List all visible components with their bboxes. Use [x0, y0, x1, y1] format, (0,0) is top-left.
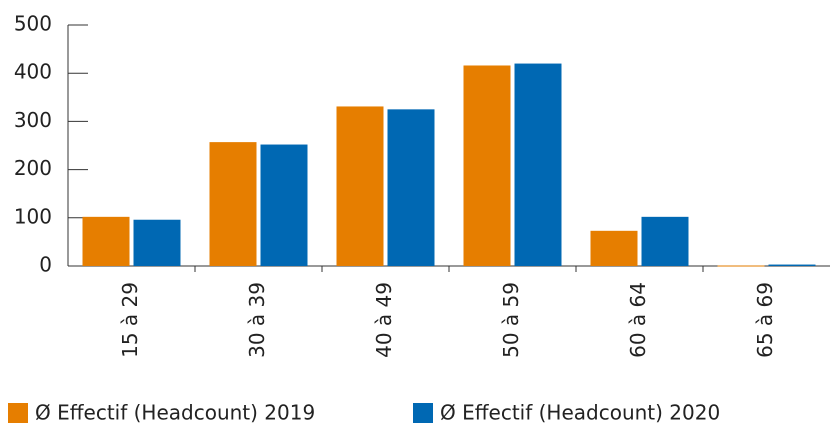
- y-tick-label: 500: [14, 12, 52, 36]
- legend-swatch: [413, 403, 433, 423]
- x-tick-label: 50 à 59: [499, 282, 523, 358]
- bar: [514, 63, 562, 267]
- x-tick-label: 65 à 69: [753, 282, 777, 358]
- legend-label: Ø Effectif (Headcount) 2019: [35, 401, 315, 425]
- bar: [133, 219, 181, 266]
- legend-label: Ø Effectif (Headcount) 2020: [440, 401, 720, 425]
- y-tick-label: 100: [14, 204, 52, 228]
- bar: [209, 142, 257, 266]
- bar: [590, 230, 638, 266]
- bar: [768, 264, 816, 266]
- x-tick-label: 15 à 29: [118, 282, 142, 358]
- x-tick-label: 40 à 49: [372, 282, 396, 358]
- y-tick-label: 200: [14, 156, 52, 180]
- x-tick-label: 60 à 64: [626, 282, 650, 358]
- bar: [336, 106, 384, 266]
- x-tick-label: 30 à 39: [245, 282, 269, 358]
- bar: [717, 265, 765, 267]
- y-tick-label: 400: [14, 60, 52, 84]
- bar: [463, 65, 511, 266]
- legend-swatch: [8, 403, 28, 423]
- bar: [260, 144, 308, 266]
- y-tick-label: 0: [39, 253, 52, 277]
- bar: [82, 216, 130, 266]
- bar: [641, 216, 689, 266]
- bar: [387, 109, 435, 266]
- y-tick-label: 300: [14, 108, 52, 132]
